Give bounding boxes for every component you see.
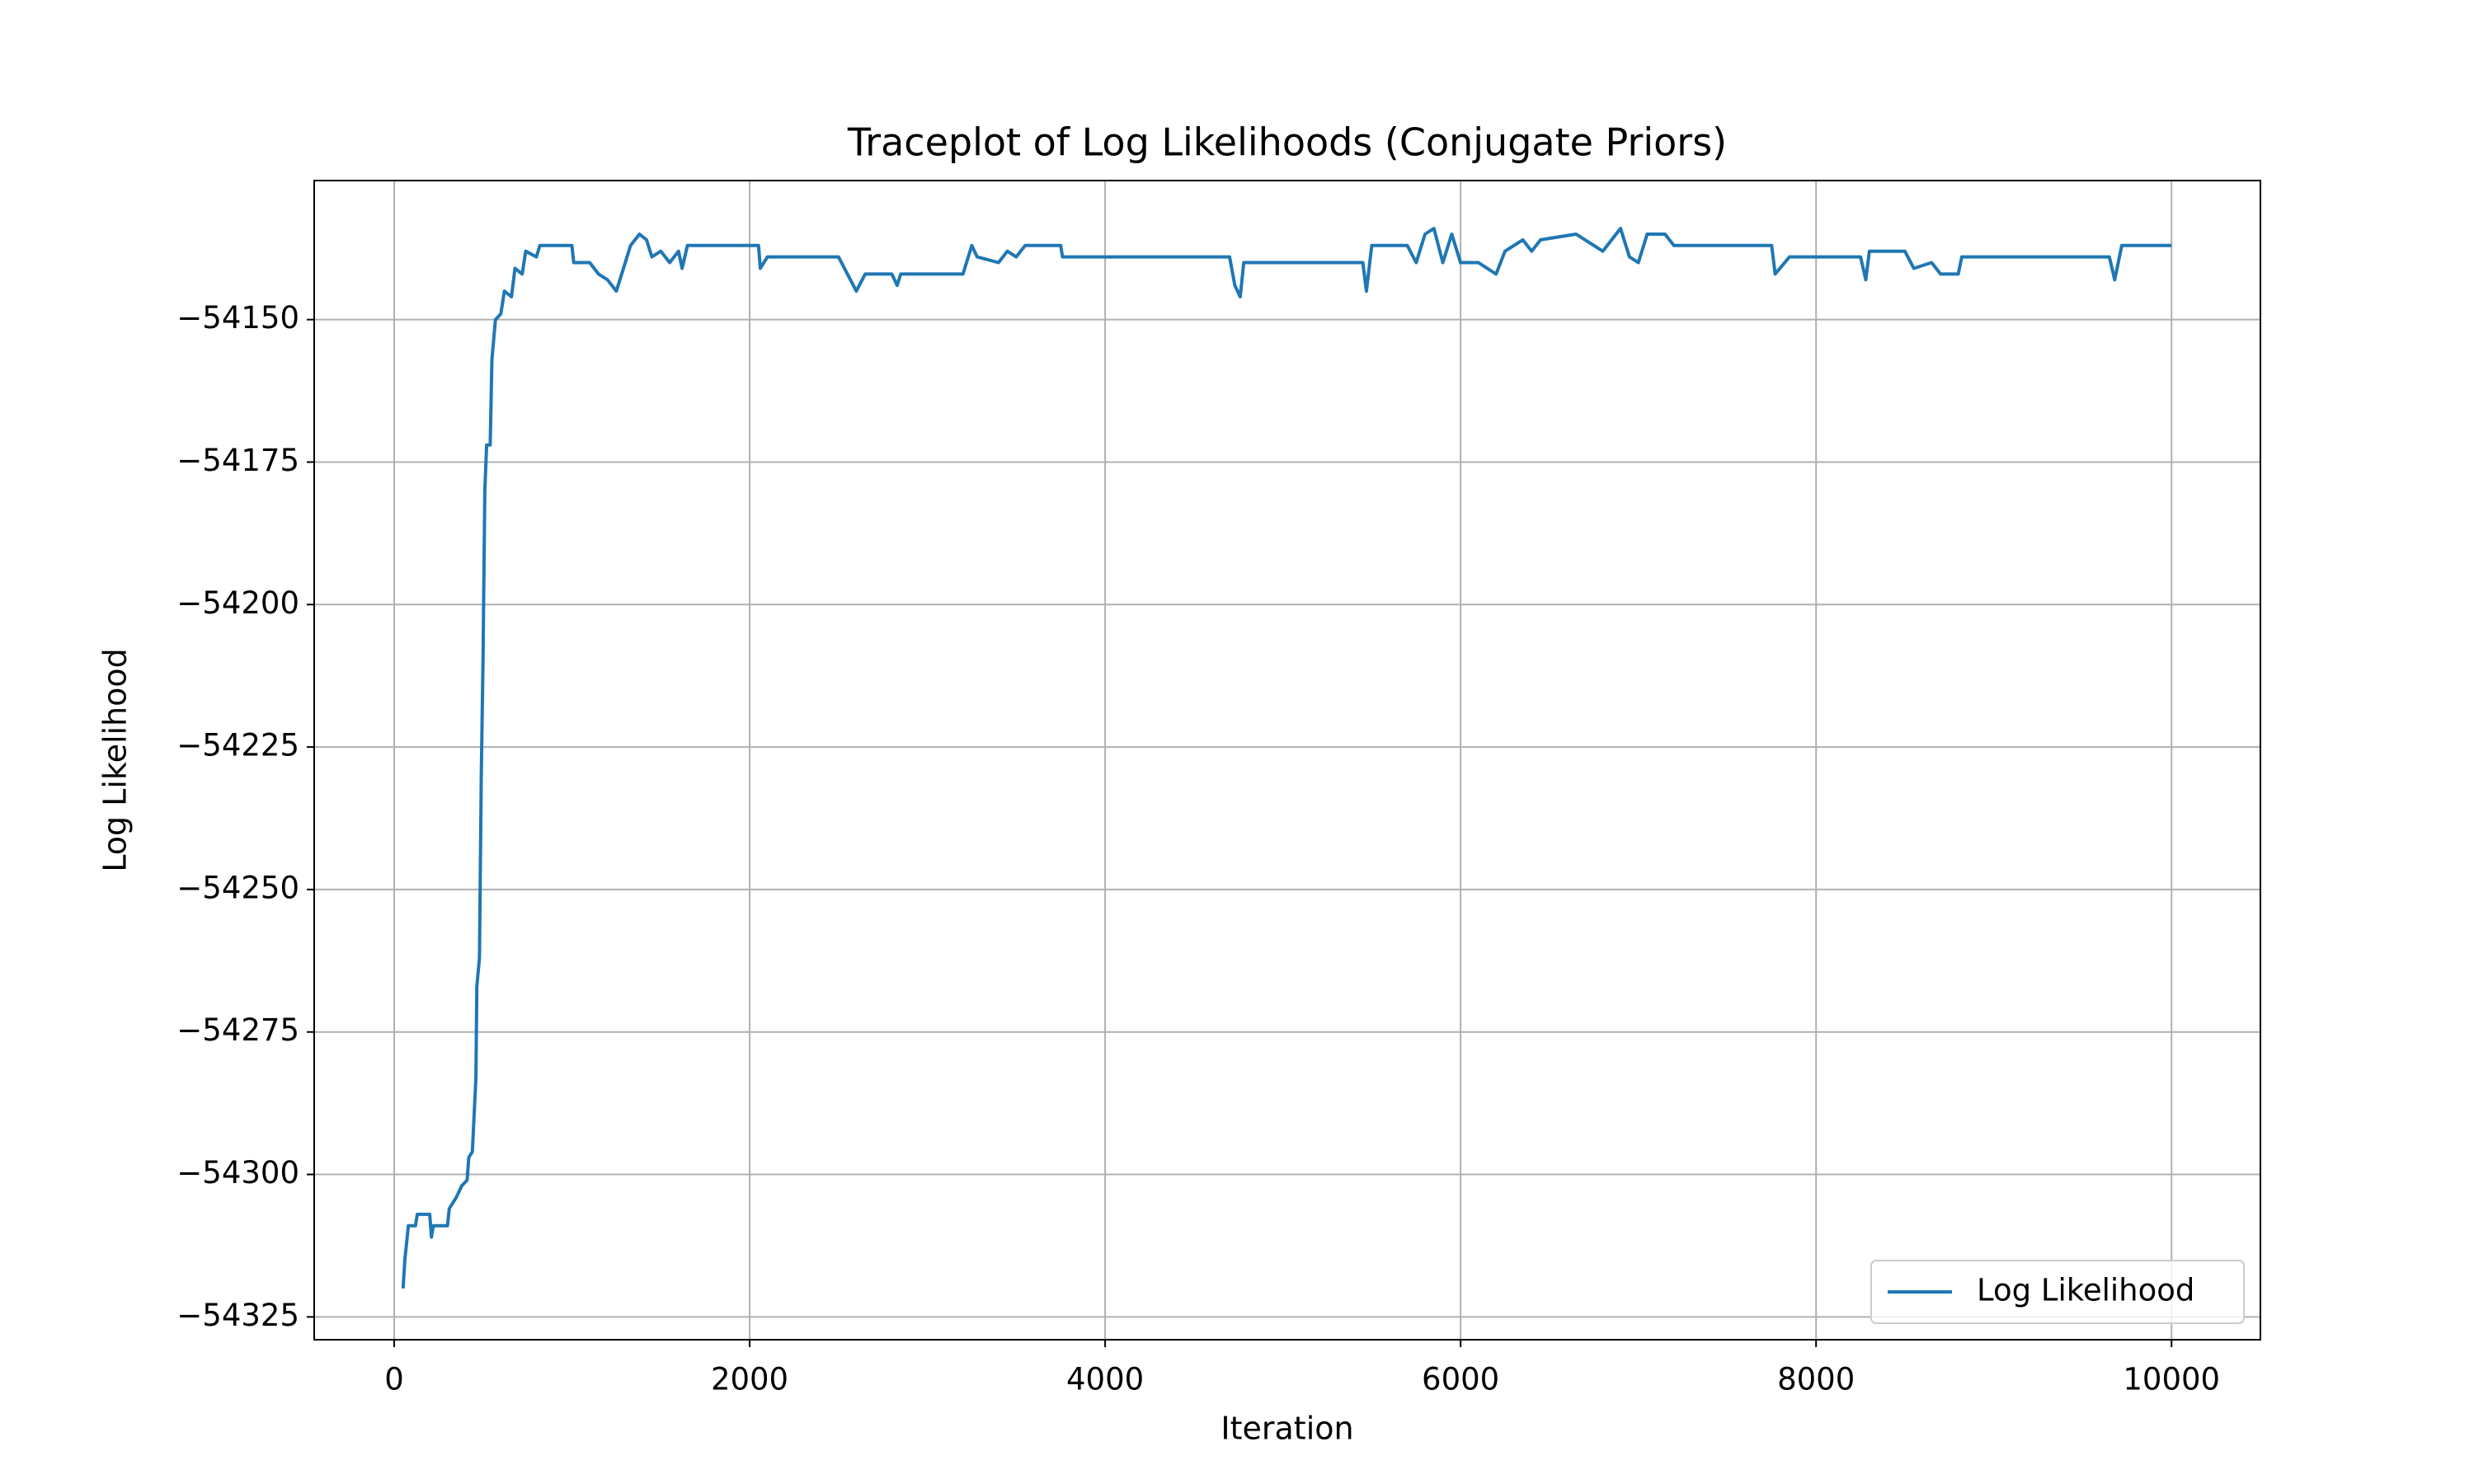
chart-title: Traceplot of Log Likelihoods (Conjugate …	[847, 120, 1727, 165]
x-axis-label: Iteration	[1221, 1411, 1353, 1447]
y-tick-label: −54175	[176, 443, 299, 478]
y-tick-label: −54250	[176, 870, 299, 905]
x-tick-label: 6000	[1422, 1362, 1499, 1397]
y-tick-label: −54275	[176, 1012, 299, 1048]
y-tick-label: −54325	[176, 1298, 299, 1333]
y-tick-label: −54200	[176, 585, 299, 621]
x-tick-label: 8000	[1777, 1362, 1855, 1397]
x-tick-label: 2000	[711, 1362, 788, 1397]
y-axis-label: Log Likelihood	[97, 648, 134, 872]
plot-frame	[313, 180, 2261, 1341]
y-tick-label: −54300	[176, 1155, 299, 1190]
x-tick-label: 10000	[2123, 1362, 2220, 1397]
y-tick-label: −54225	[176, 728, 299, 763]
y-tick-label: −54150	[176, 300, 299, 336]
x-tick-label: 4000	[1066, 1362, 1144, 1397]
data-line	[401, 227, 2172, 1289]
legend-label: Log Likelihood	[1977, 1273, 2194, 1308]
legend-box	[1870, 1260, 2245, 1324]
x-tick-label: 0	[384, 1362, 404, 1397]
